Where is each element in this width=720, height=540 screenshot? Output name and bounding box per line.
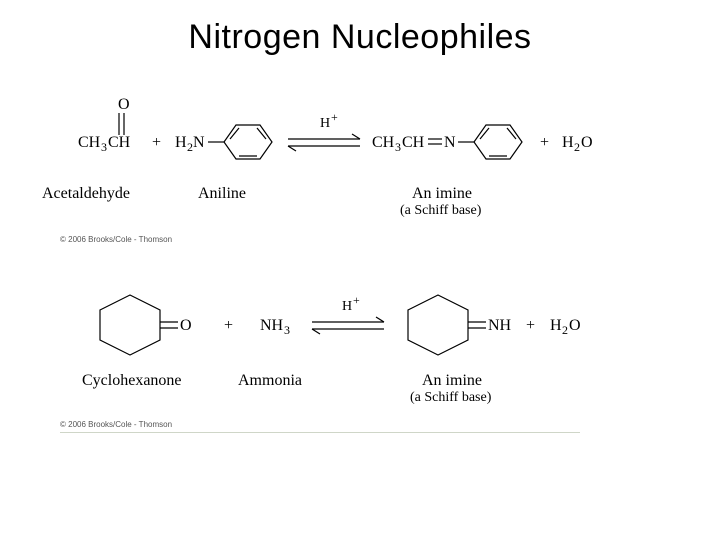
- imine-product-2: NH: [408, 295, 512, 355]
- svg-text:H: H: [320, 116, 330, 131]
- svg-text:H: H: [175, 134, 187, 151]
- plus-4: +: [526, 317, 535, 334]
- label-cyclohexanone: Cyclohexanone: [82, 372, 182, 390]
- svg-text:H: H: [342, 299, 352, 314]
- copyright-1: © 2006 Brooks/Cole - Thomson: [60, 235, 172, 244]
- equilibrium-arrow-1: H +: [288, 110, 360, 151]
- label-schiff-2: (a Schiff base): [410, 390, 491, 406]
- aniline-structure: H 2 N: [175, 125, 272, 159]
- svg-text:CH: CH: [108, 134, 131, 151]
- copyright-2: © 2006 Brooks/Cole - Thomson: [60, 420, 172, 429]
- imine-product-1: CH 3 CH N: [372, 125, 522, 159]
- water-product-1: H 2 O: [562, 134, 593, 154]
- plus-1: +: [152, 134, 161, 151]
- reaction-2-svg: O + NH 3 H + NH: [60, 280, 660, 420]
- water-product-2: H 2 O: [550, 317, 581, 337]
- svg-text:O: O: [569, 317, 581, 334]
- svg-text:H: H: [550, 317, 562, 334]
- acetaldehyde-structure: O CH 3 CH: [78, 96, 131, 154]
- svg-text:+: +: [331, 110, 338, 124]
- svg-text:3: 3: [395, 140, 401, 154]
- svg-text:2: 2: [574, 140, 580, 154]
- svg-text:3: 3: [101, 140, 107, 154]
- label-imine-1: An imine: [412, 185, 472, 203]
- svg-text:NH: NH: [488, 317, 512, 334]
- divider: [60, 432, 580, 433]
- svg-text:2: 2: [562, 323, 568, 337]
- svg-text:CH: CH: [402, 134, 425, 151]
- svg-text:O: O: [581, 134, 593, 151]
- svg-text:H: H: [562, 134, 574, 151]
- reaction-1: O CH 3 CH + H 2 N: [60, 95, 660, 225]
- label-aniline: Aniline: [198, 185, 246, 203]
- ammonia-structure: NH 3: [260, 317, 290, 337]
- cyclohexanone-structure: O: [100, 295, 192, 355]
- svg-text:CH: CH: [372, 134, 395, 151]
- reaction-1-svg: O CH 3 CH + H 2 N: [60, 95, 660, 225]
- svg-text:CH: CH: [78, 134, 101, 151]
- svg-text:+: +: [353, 293, 360, 307]
- reaction-2: O + NH 3 H + NH: [60, 280, 660, 420]
- svg-text:O: O: [118, 96, 130, 113]
- page-title: Nitrogen Nucleophiles: [0, 18, 720, 57]
- label-imine-2: An imine: [422, 372, 482, 390]
- svg-text:N: N: [444, 134, 456, 151]
- label-acetaldehyde: Acetaldehyde: [42, 185, 130, 203]
- svg-text:N: N: [193, 134, 205, 151]
- svg-text:3: 3: [284, 323, 290, 337]
- plus-2: +: [540, 134, 549, 151]
- plus-3: +: [224, 317, 233, 334]
- label-ammonia: Ammonia: [238, 372, 302, 390]
- label-schiff-1: (a Schiff base): [400, 203, 481, 219]
- svg-text:O: O: [180, 317, 192, 334]
- equilibrium-arrow-2: H +: [312, 293, 384, 334]
- slide: Nitrogen Nucleophiles O CH 3 CH + H 2: [0, 0, 720, 540]
- svg-text:NH: NH: [260, 317, 284, 334]
